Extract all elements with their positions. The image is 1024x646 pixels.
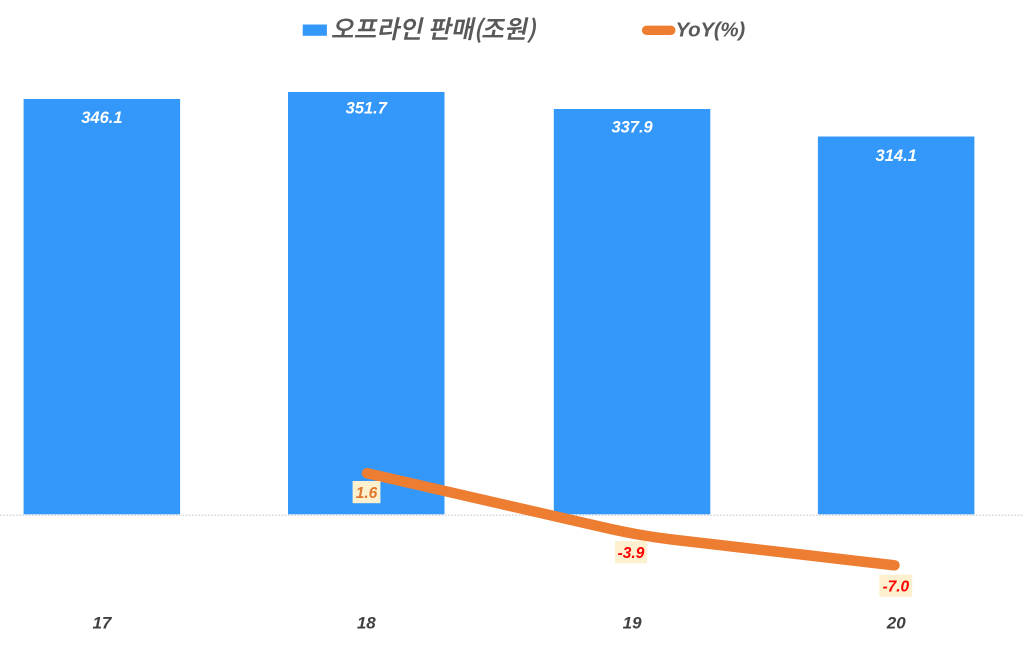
svg-text:19: 19 [623,613,642,632]
svg-text:YoY(%): YoY(%) [676,19,746,42]
svg-text:337.9: 337.9 [611,119,653,137]
svg-text:351.7: 351.7 [346,99,388,117]
svg-text:20: 20 [886,613,906,632]
svg-text:-7.0: -7.0 [882,578,909,595]
svg-text:1.6: 1.6 [356,485,378,502]
svg-text:-3.9: -3.9 [618,545,645,562]
svg-text:346.1: 346.1 [81,109,122,127]
svg-text:314.1: 314.1 [876,147,917,165]
svg-text:18: 18 [357,613,376,632]
svg-text:17: 17 [92,613,112,632]
